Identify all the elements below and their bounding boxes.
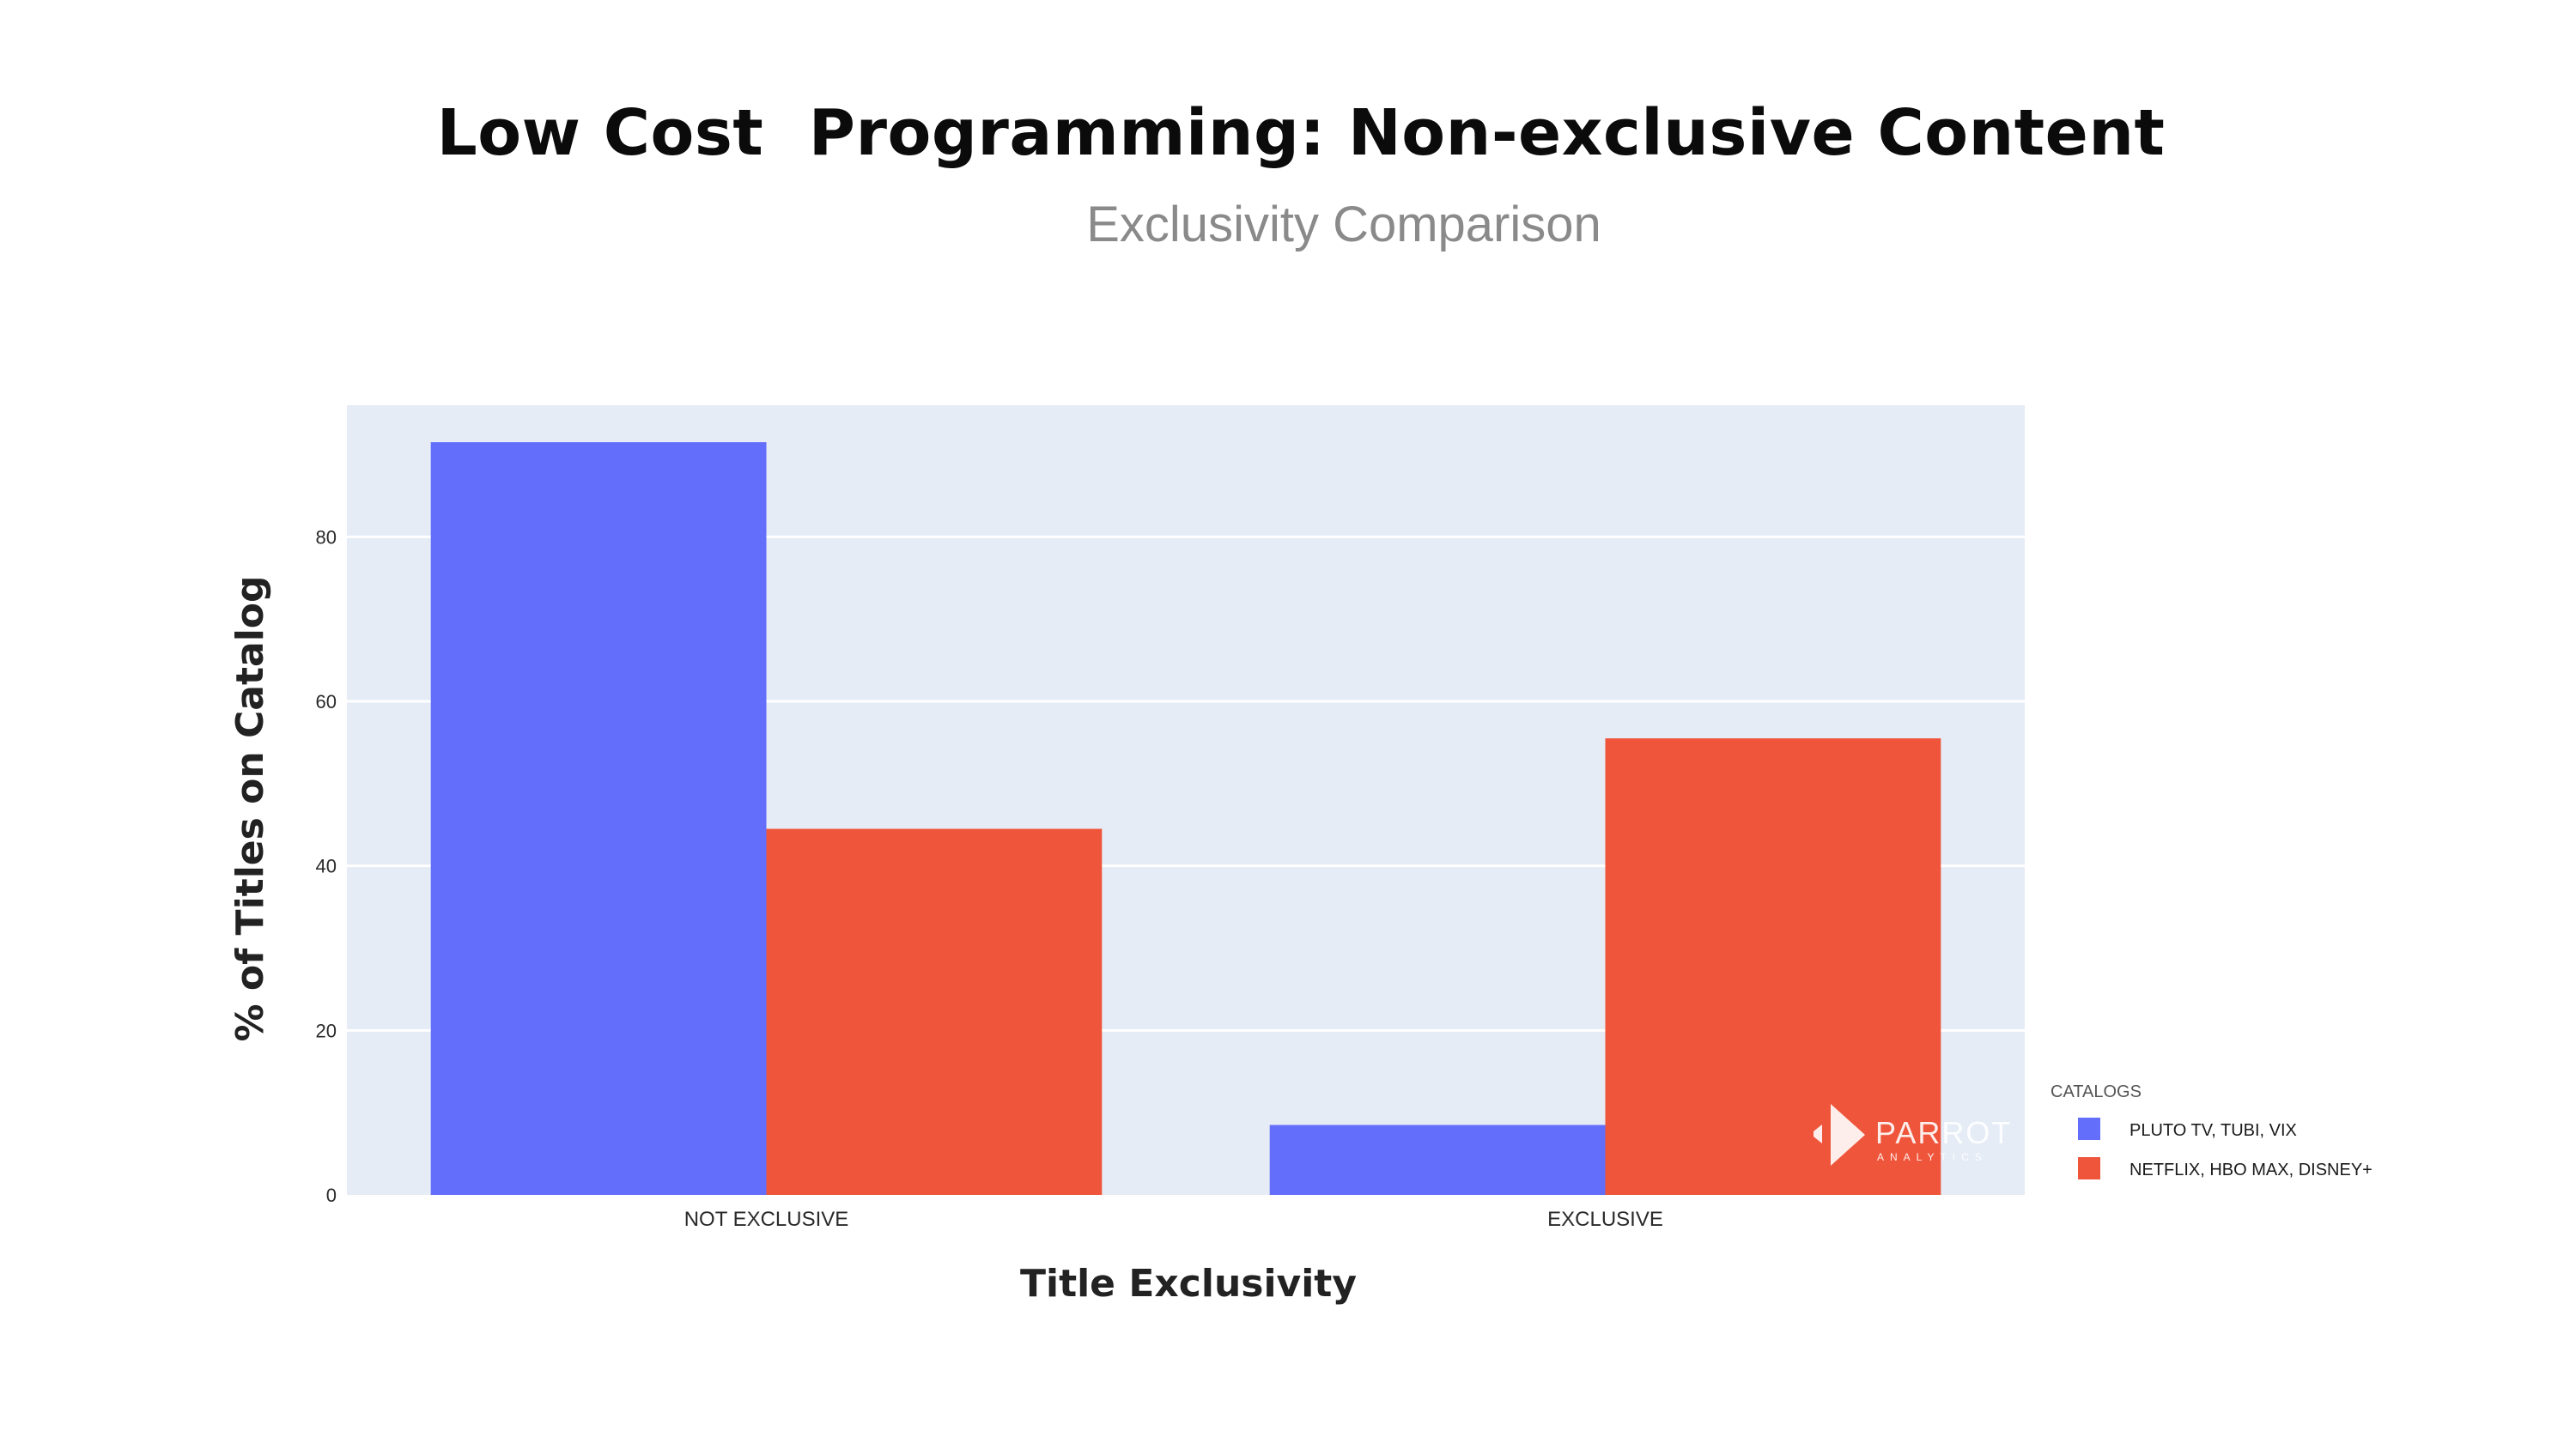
- y-axis-ticks: 0 20 40 60 80: [316, 526, 337, 1206]
- bar-pluto-tubi-vix-exclusive: [1269, 1125, 1606, 1195]
- chart-title: Low Cost Programming: Non-exclusive Cont…: [436, 96, 2166, 170]
- x-tick-label: NOT EXCLUSIVE: [684, 1208, 849, 1231]
- watermark-sub: ANALYTICS: [1877, 1151, 1988, 1163]
- x-tick-label: EXCLUSIVE: [1547, 1208, 1663, 1231]
- y-tick-label: 40: [316, 856, 337, 877]
- y-tick-label: 0: [326, 1185, 337, 1206]
- bars: [430, 442, 1941, 1195]
- y-axis-title: % of Titles on Catalog: [228, 575, 272, 1041]
- chart-subtitle: Exclusivity Comparison: [1086, 197, 1601, 252]
- parrot-analytics-watermark: PARROT ANALYTICS: [1814, 1104, 2012, 1166]
- bar-netflix-hbomax-disney-not-exclusive: [766, 828, 1103, 1195]
- legend-swatch: [2078, 1157, 2100, 1179]
- legend-label: NETFLIX, HBO MAX, DISNEY+: [2129, 1161, 2372, 1179]
- watermark-brand: PARROT: [1875, 1115, 2012, 1150]
- y-tick-label: 60: [316, 691, 337, 712]
- parrot-logo-icon: [1814, 1104, 1865, 1166]
- bar-pluto-tubi-vix-not-exclusive: [430, 442, 767, 1195]
- legend-title: CATALOGS: [2050, 1082, 2142, 1101]
- legend: CATALOGS PLUTO TV, TUBI, VIX NETFLIX, HBO…: [2050, 1082, 2372, 1179]
- legend-swatch: [2078, 1118, 2100, 1140]
- legend-label: PLUTO TV, TUBI, VIX: [2129, 1121, 2297, 1140]
- y-tick-label: 20: [316, 1020, 337, 1041]
- y-tick-label: 80: [316, 526, 337, 548]
- bar-netflix-hbomax-disney-exclusive: [1605, 738, 1941, 1195]
- x-axis-ticks: NOT EXCLUSIVE EXCLUSIVE: [684, 1208, 1663, 1231]
- x-axis-title: Title Exclusivity: [1020, 1262, 1357, 1306]
